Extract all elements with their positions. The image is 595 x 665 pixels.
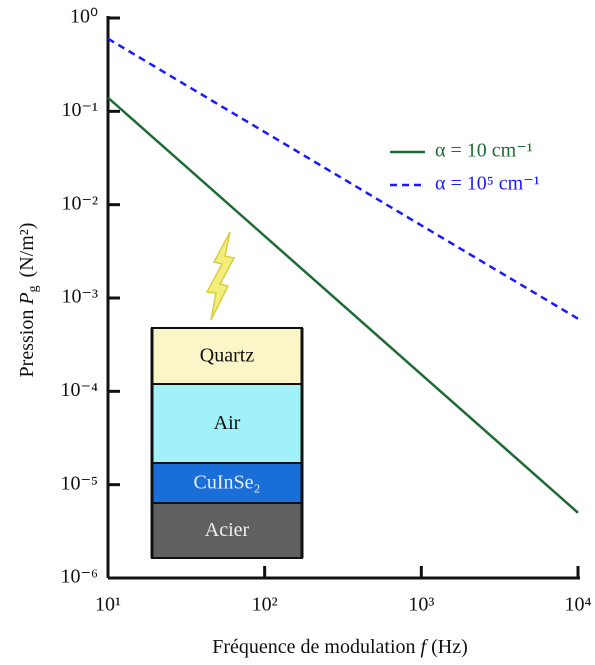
y-tick-label: 10⁻⁵ — [60, 472, 98, 494]
y-tick-label: 10⁰ — [70, 6, 98, 28]
chart: Fréquence de modulation f (Hz) Pression … — [0, 0, 595, 665]
legend-label: α = 10 cm⁻¹ — [435, 140, 533, 162]
lightning-bolt — [207, 232, 234, 320]
y-axis-label: Pression Pg (N/m²) — [16, 223, 42, 378]
y-tick-label: 10⁻² — [61, 192, 98, 214]
legend-label: α = 10⁵ cm⁻¹ — [435, 173, 540, 195]
layer-label: Acier — [205, 519, 250, 541]
y-label-subscript: g — [26, 285, 41, 292]
layer-label: Air — [214, 412, 241, 434]
layer-label: CuInSe₂ — [194, 472, 261, 494]
y-label-symbol: P — [16, 292, 38, 305]
x-tick-label: 10² — [252, 594, 278, 616]
lightning — [207, 232, 234, 320]
layer-label: Quartz — [200, 345, 255, 367]
y-label-text: Pression — [16, 310, 38, 378]
legend: α = 10 cm⁻¹ α = 10⁵ cm⁻¹ — [390, 140, 540, 195]
y-tick-label: 10⁻⁴ — [60, 379, 98, 401]
x-label-text: Fréquence de modulation — [212, 636, 415, 658]
x-label-unit: (Hz) — [431, 636, 468, 658]
page: {"chart_data": { "type": "line", "xlabel… — [0, 0, 595, 665]
y-tick-label: 10⁻¹ — [61, 99, 98, 121]
y-label-unit: (N/m²) — [16, 223, 38, 278]
x-tick-label: 10³ — [408, 594, 434, 616]
y-tick-label: 10⁻⁶ — [60, 566, 98, 588]
y-tick-label: 10⁻³ — [61, 286, 98, 308]
x-tick-label: 10¹ — [95, 594, 121, 616]
x-label-symbol: f — [421, 636, 429, 658]
x-tick-label: 10⁴ — [565, 594, 592, 616]
x-axis-label: Fréquence de modulation f (Hz) — [212, 636, 467, 658]
